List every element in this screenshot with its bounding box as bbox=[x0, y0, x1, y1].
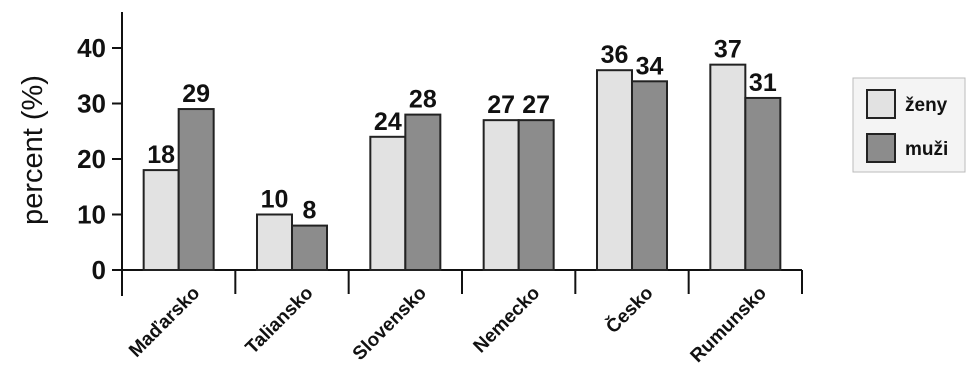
category-label: Rumunsko bbox=[687, 283, 771, 367]
category-label: Česko bbox=[602, 282, 658, 338]
legend-swatch-zeny bbox=[866, 89, 896, 119]
category-label: Slovensko bbox=[349, 283, 431, 365]
data-label: 27 bbox=[487, 91, 515, 119]
y-tick-label: 10 bbox=[77, 200, 106, 230]
data-label: 27 bbox=[522, 91, 550, 119]
bar-muzi bbox=[631, 80, 668, 271]
legend-swatch-muzi bbox=[866, 133, 896, 163]
data-label: 36 bbox=[601, 41, 629, 69]
category-label: Maďarsko bbox=[125, 283, 204, 362]
data-label: 18 bbox=[147, 141, 175, 169]
bar-muzi bbox=[177, 108, 215, 271]
legend-label-muzi: muži bbox=[905, 139, 948, 160]
x-axis bbox=[121, 269, 803, 294]
data-label: 28 bbox=[409, 86, 437, 114]
data-label: 34 bbox=[636, 52, 664, 80]
y-axis: 0 10 20 30 40 bbox=[77, 12, 123, 296]
data-label: 24 bbox=[374, 108, 402, 136]
bars bbox=[142, 63, 782, 272]
data-label: 29 bbox=[182, 80, 210, 108]
bar-zeny bbox=[142, 169, 180, 272]
bar-zeny bbox=[596, 69, 633, 271]
y-tick-label: 20 bbox=[77, 144, 106, 174]
y-tick-label: 30 bbox=[77, 89, 106, 119]
y-tick-label: 0 bbox=[92, 255, 106, 285]
y-axis-label: percent (%) bbox=[17, 75, 49, 225]
data-label: 31 bbox=[749, 69, 777, 97]
bar-zeny bbox=[256, 213, 293, 271]
bar-muzi bbox=[404, 113, 442, 271]
bar-zeny bbox=[482, 119, 520, 272]
data-label: 8 bbox=[303, 197, 317, 225]
category-label: Nemecko bbox=[470, 283, 545, 358]
data-label: 37 bbox=[714, 36, 742, 64]
legend-label-zeny: ženy bbox=[905, 95, 948, 116]
bar-muzi bbox=[744, 96, 782, 271]
bar-muzi bbox=[291, 224, 328, 272]
data-label: 10 bbox=[261, 186, 289, 214]
bar-zeny bbox=[709, 63, 747, 272]
legend: ženy muži bbox=[852, 77, 966, 173]
bar-muzi bbox=[517, 119, 555, 272]
bar-zeny bbox=[369, 135, 407, 271]
category-label: Taliansko bbox=[242, 283, 318, 359]
y-tick-label: 40 bbox=[77, 33, 106, 63]
category-labels: Maďarsko Taliansko Slovensko Nemecko Česko Ru… bbox=[125, 282, 771, 367]
